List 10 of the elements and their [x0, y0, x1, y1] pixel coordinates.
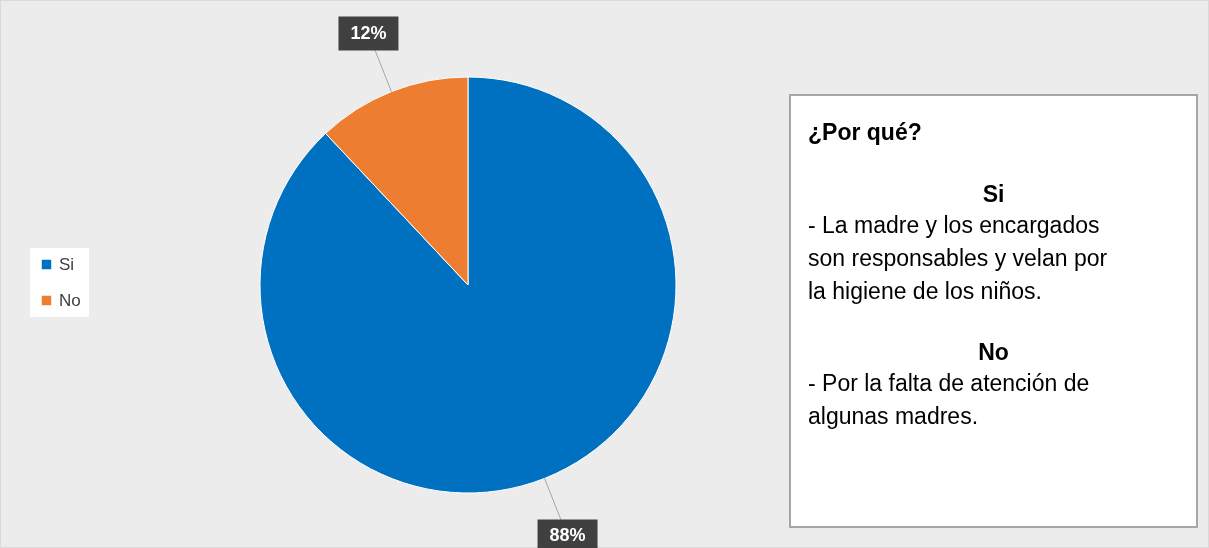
text: ¿Por qué?	[808, 119, 922, 145]
pie-slice	[259, 76, 677, 494]
text: - La madre y los encargados son responsables y velan por la higiene de los niños.	[808, 212, 1108, 304]
text: Si	[982, 181, 1005, 207]
text: No	[978, 339, 1009, 365]
data-label: 88%	[549, 525, 586, 546]
legend-label: Si	[59, 254, 75, 274]
legend-label: No	[59, 290, 81, 310]
text: - Por la falta de atención de algunas madres.	[808, 370, 1090, 429]
data-label: 12%	[350, 22, 387, 43]
